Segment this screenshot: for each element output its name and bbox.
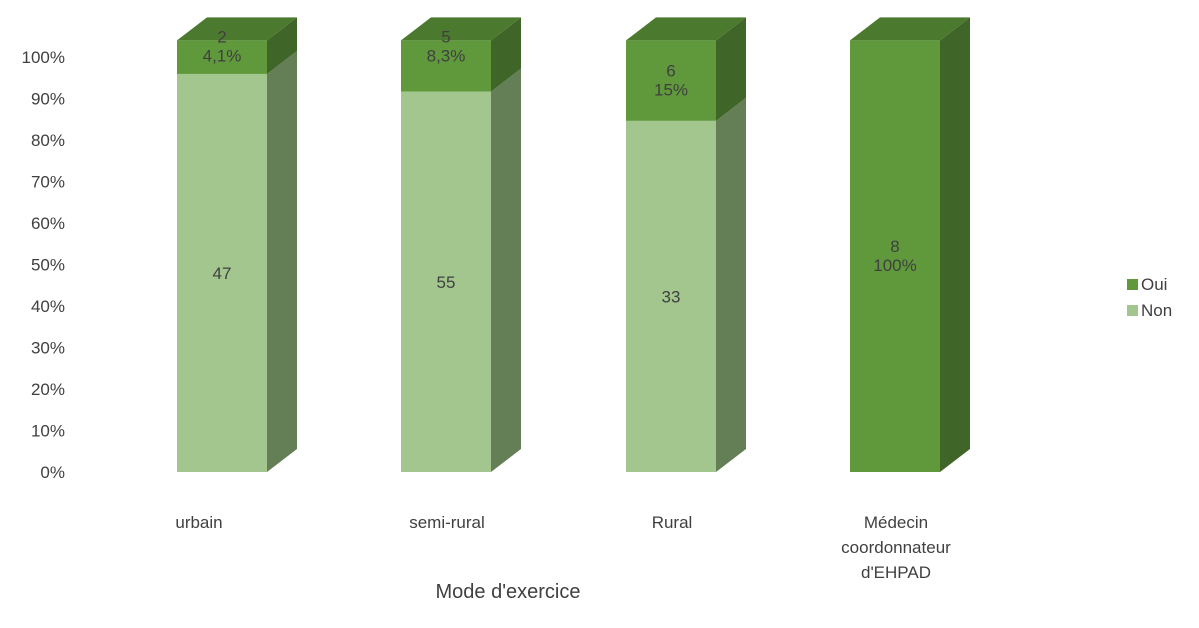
legend-label-oui: Oui	[1141, 275, 1167, 294]
y-tick-label-10: 10%	[31, 422, 65, 441]
y-tick-label-100: 100%	[22, 48, 65, 67]
bar-oui-side-medecin-coordonnateur-d-ehpad	[940, 17, 970, 473]
bar-non-side-rural	[716, 97, 746, 472]
data-label-oui-rural-count: 6	[666, 62, 675, 81]
bar-oui-side-urbain	[267, 17, 297, 74]
data-label-oui-urbain-count: 2	[217, 27, 226, 46]
x-category-label-semi-rural: semi-rural	[409, 513, 485, 532]
bar-non-side-urbain	[267, 50, 297, 472]
y-tick-label-40: 40%	[31, 297, 65, 316]
y-tick-label-20: 20%	[31, 380, 65, 399]
bar-non-side-semi-rural	[491, 68, 521, 472]
x-category-label-rural: Rural	[652, 513, 693, 532]
data-label-oui-semi-rural-percent: 8,3%	[427, 46, 466, 65]
x-category-label-urbain: urbain	[175, 513, 222, 532]
x-category-label-medecin-coordonnateur-d-ehpad-line-3: d'EHPAD	[861, 563, 931, 582]
bar-oui-side-semi-rural	[491, 17, 521, 92]
x-category-label-medecin-coordonnateur-d-ehpad-line-1: Médecin	[864, 513, 928, 532]
bar-oui-rural	[626, 40, 716, 121]
data-label-non-urbain: 47	[213, 264, 232, 283]
data-label-oui-medecin-coordonnateur-d-ehpad-count: 8	[890, 237, 899, 256]
y-tick-label-80: 80%	[31, 131, 65, 150]
data-label-oui-rural-percent: 15%	[654, 81, 688, 100]
y-axis-ticks: 0% 10% 20% 30% 40% 50% 60% 70% 80% 90% 100%	[22, 48, 65, 482]
bar-top-urbain	[177, 17, 297, 41]
bar-oui-semi-rural	[401, 40, 491, 92]
y-tick-label-30: 30%	[31, 339, 65, 358]
x-category-label-medecin-coordonnateur-d-ehpad-line-2: coordonnateur	[841, 538, 951, 557]
data-label-non-semi-rural: 55	[437, 273, 456, 292]
data-label-non-rural: 33	[662, 287, 681, 306]
bar-oui-side-rural	[716, 17, 746, 121]
bars-layer	[177, 17, 970, 473]
bar-top-medecin-coordonnateur-d-ehpad	[850, 17, 970, 41]
x-axis-title: Mode d'exercice	[436, 581, 581, 603]
bar-oui-urbain	[177, 40, 267, 74]
y-tick-label-90: 90%	[31, 90, 65, 109]
data-label-oui-semi-rural-count: 5	[441, 27, 450, 46]
bar-non-urbain	[177, 73, 267, 472]
y-tick-label-0: 0%	[40, 463, 65, 482]
legend-swatch-oui	[1127, 279, 1138, 290]
y-tick-label-50: 50%	[31, 256, 65, 275]
x-axis-category-labels: urbain semi-rural Rural Médecin coordonnateu…	[175, 513, 951, 582]
bar-top-rural	[626, 17, 746, 41]
data-label-oui-urbain-percent: 4,1%	[203, 46, 242, 65]
data-label-oui-medecin-coordonnateur-d-ehpad-percent: 100%	[873, 256, 916, 275]
bar-non-rural	[626, 120, 716, 472]
legend-swatch-non	[1127, 305, 1138, 316]
bar-top-semi-rural	[401, 17, 521, 41]
bar-non-semi-rural	[401, 91, 491, 472]
y-tick-label-70: 70%	[31, 173, 65, 192]
legend-label-non: Non	[1141, 301, 1172, 320]
y-tick-label-60: 60%	[31, 214, 65, 233]
bar-oui-medecin-coordonnateur-d-ehpad	[850, 40, 940, 473]
legend: Oui Non	[1127, 275, 1172, 320]
